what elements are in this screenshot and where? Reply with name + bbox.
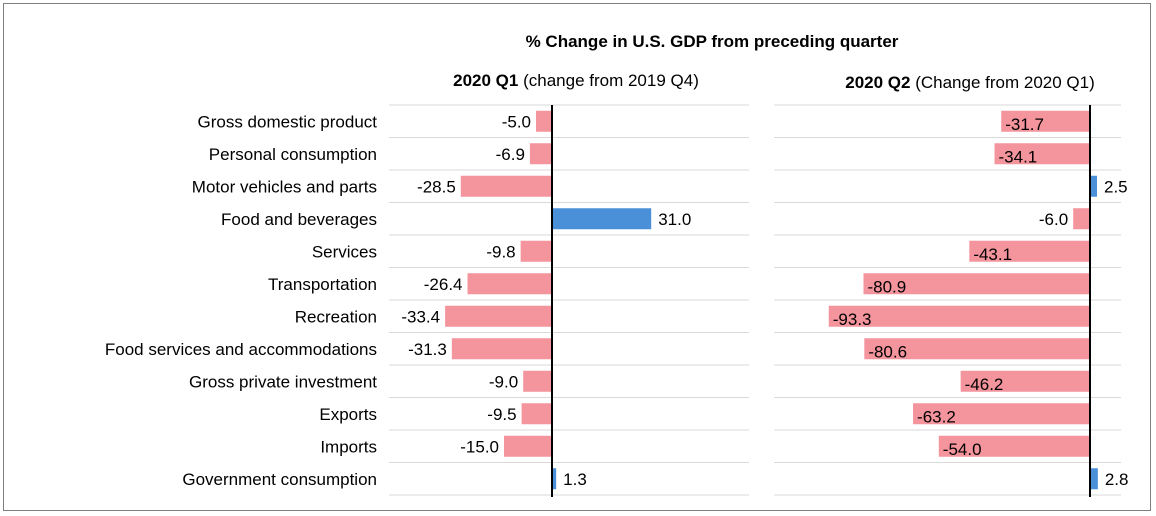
data-label: -33.4 xyxy=(401,307,440,326)
chart-title: % Change in U.S. GDP from preceding quar… xyxy=(526,32,899,51)
gdp-change-chart: % Change in U.S. GDP from preceding quar… xyxy=(105,32,1129,497)
data-label: -43.1 xyxy=(973,245,1012,264)
category-label: Gross private investment xyxy=(189,372,377,391)
data-label: -34.1 xyxy=(999,147,1038,166)
gridlines xyxy=(389,104,1121,496)
category-labels: Gross domestic product Personal consumpti… xyxy=(105,112,377,489)
panel-2-bars: -31.7 -34.1 2.5 -6.0 -43.1 -80.9 -93.3 -80.6 -46… xyxy=(828,105,1129,497)
data-label: -9.8 xyxy=(486,242,515,261)
data-label: -80.6 xyxy=(868,342,907,361)
bar xyxy=(1001,110,1090,132)
bar xyxy=(864,338,1090,360)
bar xyxy=(828,305,1090,327)
data-label: -5.0 xyxy=(502,112,531,131)
bar xyxy=(536,110,552,132)
bar xyxy=(529,143,552,165)
bar xyxy=(552,468,557,490)
bar xyxy=(520,240,552,262)
panel-1-bars: -5.0 -6.9 -28.5 31.0 -9.8 -26.4 -33.4 -31.3 -9.0… xyxy=(401,105,691,497)
panel-1-title-bold: 2020 Q1 xyxy=(453,71,518,90)
data-label: 1.3 xyxy=(563,470,587,489)
bar xyxy=(445,305,552,327)
data-label: 31.0 xyxy=(658,210,691,229)
data-label: 2.8 xyxy=(1105,470,1129,489)
category-label: Recreation xyxy=(295,307,377,326)
category-label: Gross domestic product xyxy=(197,112,377,131)
data-label: -63.2 xyxy=(917,407,956,426)
panel-1-title-rest: (change from 2019 Q4) xyxy=(518,71,698,90)
data-label: -6.9 xyxy=(496,145,525,164)
panel-2-title-rest: (Change from 2020 Q1) xyxy=(910,73,1094,92)
data-label: -9.0 xyxy=(489,372,518,391)
category-label: Exports xyxy=(319,405,377,424)
data-label: -31.3 xyxy=(408,340,447,359)
bar xyxy=(969,240,1090,262)
bar xyxy=(1090,175,1097,197)
data-label: -80.9 xyxy=(867,277,906,296)
chart-frame: % Change in U.S. GDP from preceding quar… xyxy=(3,3,1151,511)
category-label: Transportation xyxy=(268,275,377,294)
bar xyxy=(913,403,1090,425)
panel-2-title-bold: 2020 Q2 xyxy=(845,73,910,92)
category-label: Services xyxy=(312,242,377,261)
data-label: -28.5 xyxy=(417,177,456,196)
bar xyxy=(504,435,552,457)
data-label: -46.2 xyxy=(965,375,1004,394)
data-label: -93.3 xyxy=(833,310,872,329)
category-label: Imports xyxy=(320,437,377,456)
panel-2-title: 2020 Q2 (Change from 2020 Q1) xyxy=(845,73,1095,92)
bar xyxy=(460,175,552,197)
bar xyxy=(523,370,552,392)
data-label: -31.7 xyxy=(1005,115,1044,134)
data-label: -6.0 xyxy=(1039,210,1068,229)
category-label: Food services and accommodations xyxy=(105,340,377,359)
category-label: Personal consumption xyxy=(209,145,377,164)
bar xyxy=(467,273,552,295)
panel-1-title: 2020 Q1 (change from 2019 Q4) xyxy=(453,71,699,90)
data-label: -26.4 xyxy=(424,275,463,294)
bar xyxy=(521,403,552,425)
category-label: Food and beverages xyxy=(221,210,377,229)
data-label: 2.5 xyxy=(1104,177,1128,196)
data-label: -9.5 xyxy=(487,405,516,424)
bar xyxy=(1090,468,1098,490)
bar xyxy=(938,435,1090,457)
bar xyxy=(451,338,552,360)
bar xyxy=(552,208,652,230)
data-label: -15.0 xyxy=(460,437,499,456)
bar xyxy=(994,143,1090,165)
bar xyxy=(960,370,1090,392)
category-label: Government consumption xyxy=(182,470,377,489)
bar xyxy=(863,273,1090,295)
data-label: -54.0 xyxy=(943,440,982,459)
category-label: Motor vehicles and parts xyxy=(192,177,377,196)
bar xyxy=(1073,208,1090,230)
